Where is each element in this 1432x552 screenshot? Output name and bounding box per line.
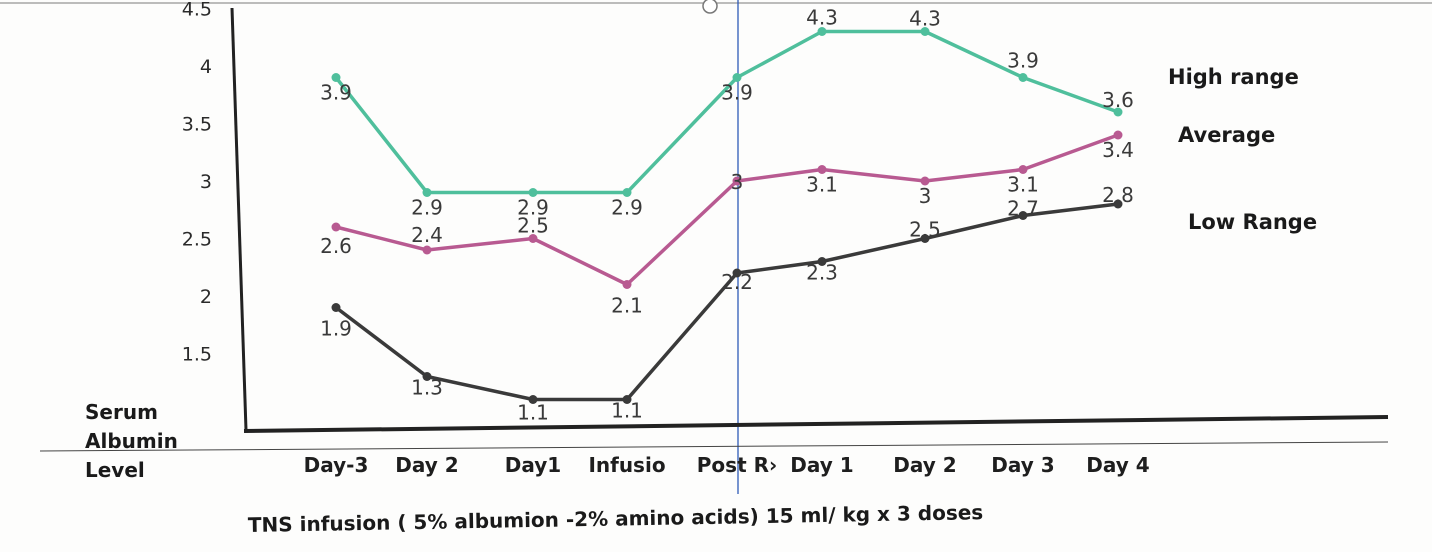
data-label: 2.9 (411, 196, 443, 220)
data-point (331, 303, 341, 312)
x-tick-label: Day 2 (893, 453, 956, 477)
category-labels: Day-3 Day 2 Day1 Infusio Post R› Day 1 Day 2 Da… (304, 453, 1150, 477)
data-point (920, 234, 930, 243)
data-label: 2.1 (611, 294, 643, 318)
x-tick-label: Day-3 (304, 453, 369, 477)
data-label: 2.2 (721, 270, 753, 294)
y-axis (230, 7, 248, 431)
data-label: 3.9 (721, 81, 753, 105)
data-label: 1.1 (611, 399, 643, 423)
data-label: 3.1 (1007, 173, 1039, 197)
data-point (1113, 130, 1123, 140)
data-point (1113, 199, 1123, 209)
resize-handle[interactable] (702, 0, 718, 14)
y-axis-label-line-1: Serum (85, 400, 158, 424)
data-point (422, 372, 432, 381)
data-label: 3.9 (320, 81, 352, 105)
data-label: 3.1 (806, 173, 838, 197)
x-tick-label: Day1 (505, 453, 561, 477)
data-point (422, 245, 432, 255)
x-tick-label: Day 2 (395, 453, 458, 477)
data-point (1018, 165, 1028, 174)
y-tick-label: 3.5 (182, 114, 212, 136)
data-point (622, 280, 632, 289)
data-label: 3 (919, 184, 932, 208)
y-tick-label: 3 (200, 171, 212, 193)
series-layer: 3.9 2.9 2.9 2.9 3.9 4.3 4.3 3.9 3.6 2.6 2.4 2.5 2.1 3… (320, 6, 1134, 425)
data-label: 3.4 (1102, 138, 1134, 162)
legend-average: Average (1178, 123, 1275, 147)
legend-low-range: Low Range (1188, 210, 1317, 234)
y-tick-labels: 4.5 4 3.5 3 2.5 2 1.5 (182, 0, 212, 366)
y-tick-label: 2.5 (182, 229, 212, 251)
data-label: 2.7 (1007, 197, 1039, 221)
data-label: 2.5 (909, 218, 941, 242)
x-tick-label: Day 4 (1086, 453, 1149, 477)
series-average: 2.6 2.4 2.5 2.1 3 3.1 3 3.1 3.4 (320, 130, 1134, 318)
data-label: 2.8 (1102, 183, 1134, 207)
x-axis-underline (39, 441, 1389, 452)
data-point (920, 176, 930, 186)
data-label: 2.3 (806, 261, 838, 285)
data-point (817, 165, 827, 174)
series-high-range: 3.9 2.9 2.9 2.9 3.9 4.3 4.3 3.9 3.6 (320, 6, 1134, 220)
data-label: 1.1 (517, 401, 549, 425)
data-point (1018, 73, 1028, 82)
data-point (732, 268, 742, 278)
data-point (528, 234, 538, 243)
data-label: 3.6 (1102, 88, 1134, 112)
y-tick-label: 1.5 (182, 344, 212, 366)
data-point (422, 188, 432, 197)
data-point (331, 222, 341, 232)
legend-high-range: High range (1168, 65, 1299, 89)
data-point (732, 73, 742, 82)
data-point (622, 188, 632, 197)
data-label: 1.9 (320, 317, 352, 341)
y-axis-label-line-3: Level (85, 458, 145, 482)
x-axis-caption: TNS infusion ( 5% albumion -2% amino aci… (248, 500, 984, 537)
data-label: 3.9 (1007, 49, 1039, 73)
x-tick-label: Day 1 (790, 453, 853, 477)
data-point (1113, 107, 1123, 117)
data-point (331, 73, 341, 82)
data-point (528, 395, 538, 404)
data-point (622, 395, 632, 404)
data-label: 4.3 (909, 7, 941, 31)
x-tick-label: Day 3 (991, 453, 1054, 477)
data-label: 2.5 (517, 214, 549, 238)
data-label: 2.9 (517, 196, 549, 220)
series-line (334, 29, 1120, 195)
y-axis-label-line-2: Albumin (85, 429, 178, 453)
x-tick-label: Infusio (588, 453, 665, 477)
data-label: 4.3 (806, 6, 838, 30)
series-line (334, 133, 1120, 287)
y-tick-label: 4.5 (182, 0, 212, 21)
data-point (920, 27, 930, 36)
data-label: 2.6 (320, 234, 352, 258)
data-label: 3 (731, 170, 744, 194)
data-label: 2.4 (411, 223, 443, 247)
series-line (334, 202, 1120, 402)
x-axis (243, 415, 1389, 433)
data-point (732, 176, 742, 186)
data-point (528, 188, 538, 197)
data-point (817, 27, 827, 36)
series-low-range: 1.9 1.3 1.1 1.1 2.2 2.3 2.5 2.7 2.8 (320, 183, 1134, 425)
data-label: 2.9 (611, 196, 643, 220)
y-tick-label: 4 (200, 56, 212, 78)
data-label: 1.3 (411, 376, 443, 400)
x-tick-label: Post R› (697, 453, 777, 477)
y-tick-label: 2 (200, 286, 212, 308)
data-point (1018, 211, 1028, 220)
data-point (817, 257, 827, 266)
